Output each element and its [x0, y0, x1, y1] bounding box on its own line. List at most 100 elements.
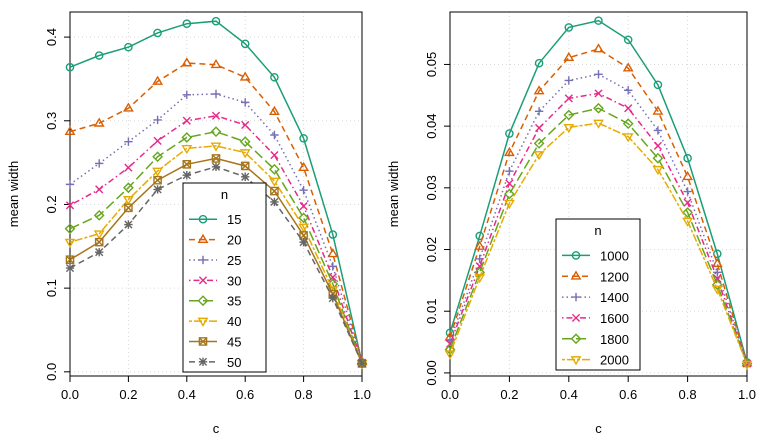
legend-label: 20: [227, 233, 241, 248]
data-point: [124, 163, 133, 172]
y-tick-label: 0.03: [424, 175, 439, 200]
series-50: [65, 162, 367, 368]
data-point: [474, 273, 486, 284]
x-tick-label: 0.2: [119, 387, 137, 402]
series-line: [449, 107, 748, 364]
data-point: [533, 151, 545, 161]
data-point: [563, 109, 575, 121]
data-point: [622, 62, 634, 72]
data-point: [299, 134, 308, 143]
data-point: [713, 274, 722, 283]
data-point: [181, 144, 193, 155]
legend-item: 45: [189, 334, 241, 349]
legend-item: 2000: [562, 353, 629, 368]
data-point: [152, 151, 163, 163]
x-axis: 0.0 0.2 0.4 0.6 0.8 1.0 c: [61, 376, 371, 436]
legend: n 15 20 25 30 35 40 45 50: [182, 182, 267, 373]
data-point: [593, 119, 604, 129]
data-point: [594, 16, 603, 25]
data-point: [622, 133, 634, 143]
data-point: [182, 116, 191, 125]
data-point: [534, 58, 544, 68]
chart-panel-1: 0.0 0.2 0.4 0.6 0.8 1.0 c 0.0 0.1 0.2 0.3 0.4 mean w…: [6, 11, 371, 436]
legend-marker: [571, 251, 581, 260]
data-point: [239, 149, 251, 159]
plot-frame: [449, 11, 748, 377]
data-point: [533, 138, 545, 149]
data-point: [652, 152, 664, 164]
y-axis: 0.0 0.1 0.2 0.3 0.4 mean width: [6, 28, 70, 381]
legend-item: 1400: [562, 290, 629, 305]
y-axis-label: mean width: [6, 161, 21, 227]
legend-label: 15: [227, 212, 241, 227]
data-point: [239, 136, 251, 148]
x-tick-label: 0.4: [560, 387, 578, 402]
legend-label: 50: [227, 355, 241, 370]
x-tick-label: 0.0: [441, 387, 459, 402]
data-point: [124, 137, 133, 146]
legend-item: 1000: [562, 248, 629, 263]
x-tick-label: 1.0: [353, 387, 371, 402]
data-point: [95, 159, 104, 168]
legend-label: 1000: [600, 248, 629, 263]
data-point: [268, 105, 280, 115]
data-point: [211, 89, 221, 99]
x-axis-label: c: [213, 421, 220, 436]
data-point: [444, 350, 456, 360]
data-point: [505, 179, 514, 188]
data-point: [94, 51, 104, 60]
data-point: [505, 166, 514, 176]
data-point: [240, 39, 250, 49]
data-point: [327, 248, 339, 258]
y-axis-label: mean width: [386, 161, 401, 227]
data-point: [153, 175, 162, 185]
x-axis: 0.0 0.2 0.4 0.6 0.8 1.0 c: [441, 376, 756, 436]
legend-label: 25: [227, 253, 241, 268]
legend-box: [555, 218, 641, 371]
data-point: [503, 146, 515, 157]
y-tick-label: 0.3: [44, 112, 59, 130]
data-point: [182, 159, 192, 169]
data-point: [623, 35, 633, 45]
data-point: [211, 162, 221, 172]
data-point: [652, 165, 664, 176]
x-tick-label: 0.6: [236, 387, 254, 402]
legend-item: 20: [189, 233, 241, 248]
y-tick-label: 0.00: [424, 360, 439, 385]
data-point: [328, 273, 337, 282]
data-point: [713, 268, 722, 277]
data-point: [711, 257, 723, 268]
data-point: [93, 230, 105, 240]
legend-marker: [198, 214, 208, 224]
legend-title: n: [594, 223, 601, 238]
legend-marker: [570, 270, 582, 280]
series-20: [64, 57, 368, 366]
data-point: [93, 117, 105, 127]
data-point: [682, 217, 694, 227]
legend-item: 50: [189, 355, 241, 370]
data-point: [504, 188, 515, 200]
data-point: [65, 201, 75, 210]
data-point: [683, 187, 692, 196]
y-tick-label: 0.1: [44, 279, 59, 297]
data-point: [65, 180, 75, 189]
data-point: [241, 172, 250, 182]
data-point: [298, 212, 309, 224]
data-point: [682, 170, 694, 181]
y-tick-label: 0.05: [424, 52, 439, 77]
data-point: [299, 237, 308, 247]
data-point: [682, 207, 693, 218]
data-point: [533, 85, 545, 95]
legend-marker: [198, 337, 208, 346]
data-point: [94, 237, 104, 247]
data-point: [122, 196, 134, 206]
data-point: [95, 247, 104, 257]
data-point: [711, 279, 723, 291]
legend-label: 1800: [600, 332, 629, 347]
x-axis-label: c: [595, 421, 602, 436]
data-point: [124, 42, 133, 52]
legend-label: 30: [227, 273, 241, 288]
legend-item: 30: [189, 273, 241, 288]
data-point: [95, 185, 104, 194]
